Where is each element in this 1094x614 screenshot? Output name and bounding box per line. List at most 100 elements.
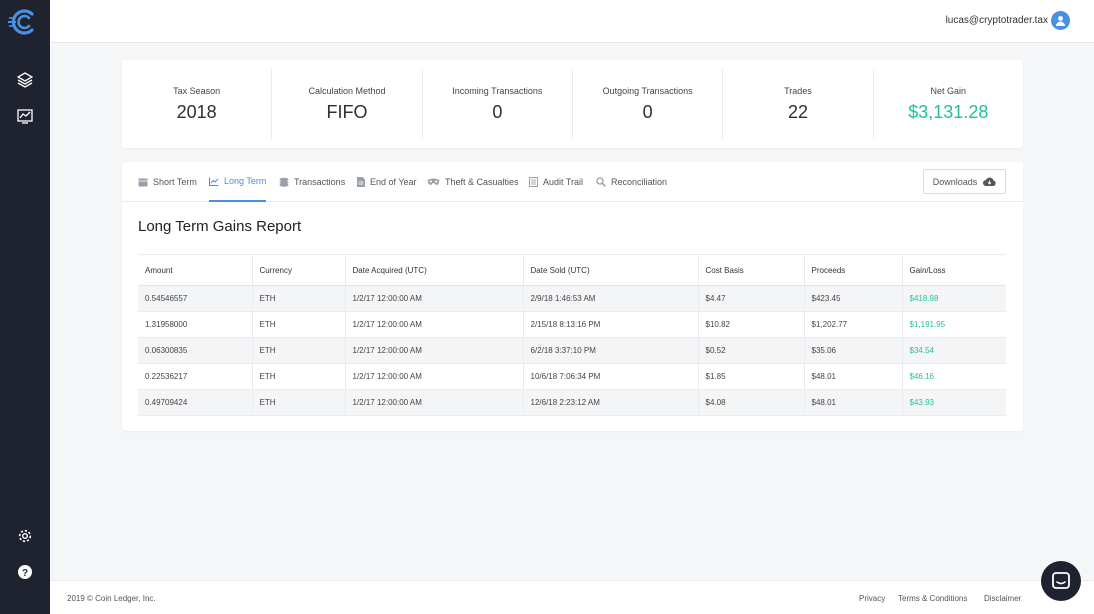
gear-icon[interactable]: [14, 525, 36, 547]
tab-label: Reconciliation: [611, 177, 668, 187]
layers-icon[interactable]: [14, 69, 36, 91]
date-sold-cell: 12/6/18 2:23:12 AM: [522, 389, 698, 416]
amount-cell: 0.06300835: [138, 337, 252, 364]
report-title: Long Term Gains Report: [138, 218, 302, 235]
gain-loss-cell: $34.54: [901, 337, 1006, 364]
footer: 2019 © Coin Ledger, Inc. Privacy Terms &…: [50, 580, 1094, 614]
column-header[interactable]: Cost Basis: [697, 254, 804, 286]
stat-label: Outgoing Transactions: [602, 85, 693, 96]
tab-theft-casualties[interactable]: Theft & Casualties: [427, 162, 519, 202]
tab-short-term[interactable]: Short Term: [138, 162, 197, 202]
column-header[interactable]: Date Sold (UTC): [522, 254, 698, 286]
tab-label: End of Year: [370, 177, 417, 187]
tab-transactions[interactable]: Transactions: [279, 162, 345, 202]
stat-label: Incoming Transactions: [452, 85, 543, 96]
stat-value: 22: [787, 101, 808, 122]
date-sold-cell: 10/6/18 7:06:34 PM: [522, 363, 698, 390]
stat-incoming-transactions: Incoming Transactions 0: [423, 69, 573, 139]
coins-icon: [279, 177, 289, 187]
report-tabs: Short Term Long Term Transactions End of…: [122, 162, 1023, 202]
gain-loss-cell: $46.16: [901, 363, 1006, 390]
currency-cell: ETH: [251, 389, 345, 416]
proceeds-cell: $35.06: [803, 337, 902, 364]
downloads-button[interactable]: Downloads: [923, 169, 1006, 194]
stat-value: 0: [642, 101, 653, 122]
column-header[interactable]: Amount: [138, 254, 252, 286]
svg-text:?: ?: [22, 568, 28, 579]
gain-loss-cell: $43.93: [901, 389, 1006, 416]
cost-basis-cell: $4.08: [697, 389, 804, 416]
chart-icon[interactable]: [14, 105, 36, 127]
list-icon: [529, 177, 538, 187]
amount-cell: 0.49709424: [138, 389, 252, 416]
date-acquired-cell: 1/2/17 12:00:00 AM: [344, 337, 523, 364]
stat-label: Net Gain: [930, 85, 967, 96]
tab-long-term[interactable]: Long Term: [209, 162, 267, 202]
stat-value: $3,131.28: [908, 101, 989, 122]
cloud-download-icon: [983, 177, 996, 186]
proceeds-cell: $48.01: [803, 363, 902, 390]
column-header[interactable]: Proceeds: [803, 254, 902, 286]
table-row: 1.31958000 ETH 1/2/17 12:00:00 AM 2/15/1…: [138, 311, 1006, 338]
stat-calculation-method: Calculation Method FIFO: [272, 69, 423, 139]
terms-link[interactable]: Terms & Conditions: [898, 594, 968, 603]
tab-label: Long Term: [224, 176, 267, 186]
stat-value: 0: [492, 101, 503, 122]
document-icon: [357, 177, 365, 187]
tab-reconciliation[interactable]: Reconciliation: [596, 162, 667, 202]
date-acquired-cell: 1/2/17 12:00:00 AM: [344, 389, 523, 416]
line-chart-icon: [209, 177, 219, 186]
downloads-label: Downloads: [932, 176, 978, 187]
stat-tax-season: Tax Season 2018: [122, 69, 273, 139]
mask-icon: [427, 178, 440, 185]
proceeds-cell: $48.01: [803, 389, 902, 416]
report-panel: Short Term Long Term Transactions End of…: [122, 162, 1023, 431]
table-icon: [138, 178, 148, 186]
table-header-row: Amount Currency Date Acquired (UTC) Date…: [138, 254, 1006, 286]
tab-end-of-year[interactable]: End of Year: [357, 162, 417, 202]
top-bar: lucas@cryptotrader.tax: [50, 0, 1094, 43]
currency-cell: ETH: [251, 363, 345, 390]
date-acquired-cell: 1/2/17 12:00:00 AM: [344, 363, 523, 390]
user-email[interactable]: lucas@cryptotrader.tax: [945, 15, 1048, 26]
tab-audit-trail[interactable]: Audit Trail: [529, 162, 583, 202]
column-header[interactable]: Date Acquired (UTC): [344, 254, 523, 286]
copyright: 2019 © Coin Ledger, Inc.: [67, 594, 156, 603]
stat-label: Trades: [784, 85, 812, 96]
stat-value: 2018: [176, 101, 217, 122]
help-icon[interactable]: ?: [14, 561, 36, 583]
table-row: 0.54546557 ETH 1/2/17 12:00:00 AM 2/9/18…: [138, 285, 1006, 312]
stat-trades: Trades 22: [723, 69, 874, 139]
sidebar: ?: [0, 0, 50, 614]
date-sold-cell: 6/2/18 3:37:10 PM: [522, 337, 698, 364]
summary-card: Tax Season 2018 Calculation Method FIFO …: [122, 60, 1023, 148]
currency-cell: ETH: [251, 337, 345, 364]
tab-label: Transactions: [294, 177, 346, 187]
privacy-link[interactable]: Privacy: [859, 594, 886, 603]
stat-label: Calculation Method: [308, 85, 386, 96]
date-acquired-cell: 1/2/17 12:00:00 AM: [344, 285, 523, 312]
chat-icon[interactable]: [1041, 561, 1081, 601]
proceeds-cell: $423.45: [803, 285, 902, 312]
cost-basis-cell: $0.52: [697, 337, 804, 364]
proceeds-cell: $1,202.77: [803, 311, 902, 338]
stat-outgoing-transactions: Outgoing Transactions 0: [573, 69, 724, 139]
currency-cell: ETH: [251, 285, 345, 312]
cost-basis-cell: $4.47: [697, 285, 804, 312]
user-icon[interactable]: [1051, 11, 1070, 30]
coinledger-logo-icon[interactable]: [7, 5, 41, 39]
date-sold-cell: 2/9/18 1:46:53 AM: [522, 285, 698, 312]
search-icon: [596, 177, 606, 187]
gains-table: Amount Currency Date Acquired (UTC) Date…: [138, 254, 1006, 416]
stat-label: Tax Season: [173, 85, 221, 96]
table-row: 0.49709424 ETH 1/2/17 12:00:00 AM 12/6/1…: [138, 389, 1006, 416]
column-header[interactable]: Currency: [251, 254, 345, 286]
tab-label: Theft & Casualties: [445, 177, 519, 187]
stat-net-gain: Net Gain $3,131.28: [874, 69, 1023, 139]
date-sold-cell: 2/15/18 8:13:16 PM: [522, 311, 698, 338]
date-acquired-cell: 1/2/17 12:00:00 AM: [344, 311, 523, 338]
cost-basis-cell: $10.82: [697, 311, 804, 338]
disclaimer-link[interactable]: Disclaimer: [984, 594, 1022, 603]
gain-loss-cell: $418.98: [901, 285, 1006, 312]
column-header[interactable]: Gain/Loss: [901, 254, 1006, 286]
